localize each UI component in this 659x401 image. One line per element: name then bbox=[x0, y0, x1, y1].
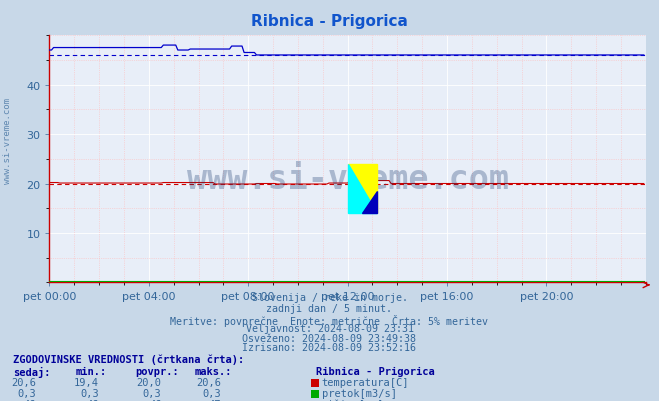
Text: sedaj:: sedaj: bbox=[13, 366, 51, 377]
Text: 47: 47 bbox=[208, 399, 221, 401]
Text: Veljavnost: 2024-08-09 23:31: Veljavnost: 2024-08-09 23:31 bbox=[246, 324, 413, 334]
Text: Slovenija / reke in morje.: Slovenija / reke in morje. bbox=[252, 293, 407, 303]
Text: 0,3: 0,3 bbox=[143, 388, 161, 398]
Text: Meritve: povprečne  Enote: metrične  Črta: 5% meritev: Meritve: povprečne Enote: metrične Črta:… bbox=[171, 314, 488, 326]
Text: 20,0: 20,0 bbox=[136, 377, 161, 387]
Text: pretok[m3/s]: pretok[m3/s] bbox=[322, 388, 397, 398]
Text: 46: 46 bbox=[24, 399, 36, 401]
Polygon shape bbox=[348, 164, 376, 214]
Text: 19,4: 19,4 bbox=[74, 377, 99, 387]
Text: ZGODOVINSKE VREDNOSTI (črtkana črta):: ZGODOVINSKE VREDNOSTI (črtkana črta): bbox=[13, 354, 244, 364]
Text: Osveženo: 2024-08-09 23:49:38: Osveženo: 2024-08-09 23:49:38 bbox=[243, 333, 416, 343]
Text: višina[cm]: višina[cm] bbox=[322, 399, 384, 401]
Polygon shape bbox=[362, 191, 376, 214]
Text: Ribnica - Prigorica: Ribnica - Prigorica bbox=[251, 14, 408, 29]
Text: 46: 46 bbox=[149, 399, 161, 401]
Text: 0,3: 0,3 bbox=[202, 388, 221, 398]
Text: maks.:: maks.: bbox=[194, 366, 232, 376]
Text: 20,6: 20,6 bbox=[196, 377, 221, 387]
Text: www.si-vreme.com: www.si-vreme.com bbox=[3, 97, 13, 183]
Polygon shape bbox=[348, 164, 376, 214]
Text: povpr.:: povpr.: bbox=[135, 366, 179, 376]
Text: www.si-vreme.com: www.si-vreme.com bbox=[186, 163, 509, 196]
Text: 46: 46 bbox=[86, 399, 99, 401]
Text: 20,6: 20,6 bbox=[11, 377, 36, 387]
Text: Izrisano: 2024-08-09 23:52:16: Izrisano: 2024-08-09 23:52:16 bbox=[243, 342, 416, 352]
Text: zadnji dan / 5 minut.: zadnji dan / 5 minut. bbox=[266, 304, 393, 314]
Text: temperatura[C]: temperatura[C] bbox=[322, 377, 409, 387]
Text: min.:: min.: bbox=[76, 366, 107, 376]
Text: 0,3: 0,3 bbox=[80, 388, 99, 398]
Text: Ribnica - Prigorica: Ribnica - Prigorica bbox=[316, 366, 435, 376]
Text: 0,3: 0,3 bbox=[18, 388, 36, 398]
